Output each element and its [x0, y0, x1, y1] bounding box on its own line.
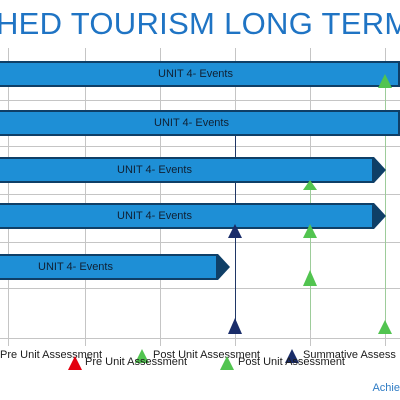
- grid-line: [0, 194, 400, 195]
- unit-bar-label: UNIT 4- Events: [158, 68, 233, 80]
- post-marker-line: [310, 180, 311, 330]
- unit-bar-label: UNIT 4- Events: [117, 164, 192, 176]
- grid-line: [160, 48, 161, 346]
- grid-line: [0, 242, 400, 243]
- legend-back: Pre Unit Assessment Post Unit Assessment…: [0, 349, 400, 365]
- grid-line: [0, 100, 400, 101]
- unit-bar[interactable]: UNIT 4- Events: [0, 157, 374, 183]
- footer-text: Achie: [372, 382, 400, 394]
- grid-line: [85, 48, 86, 346]
- unit-bar[interactable]: UNIT 4- Events: [0, 61, 400, 87]
- unit-bar-label: UNIT 4- Events: [38, 261, 113, 273]
- post-legend-icon: [135, 349, 149, 363]
- unit-bar[interactable]: UNIT 4- Events: [0, 203, 374, 229]
- grid-line: [8, 48, 9, 346]
- summative-assessment-marker: [228, 318, 242, 334]
- legend-label-pre: Pre Unit Assessment: [85, 356, 188, 368]
- post-assessment-marker: [378, 320, 392, 334]
- grid-line: [0, 146, 400, 147]
- legend-front: Pre Unit Assessment Post Unit Assessment: [0, 356, 400, 372]
- legend-label-post: Post Unit Assessment: [238, 356, 345, 368]
- unit-bar-arrow-icon: [374, 203, 386, 229]
- unit-bar[interactable]: UNIT 4- Events: [0, 254, 218, 280]
- post-assessment-marker: [378, 74, 392, 88]
- unit-bar[interactable]: UNIT 4- Events: [0, 110, 400, 136]
- timeline-grid: [0, 48, 400, 346]
- unit-bar-arrow-icon: [374, 157, 386, 183]
- summative-assessment-marker: [228, 224, 242, 238]
- post-assessment-marker: [303, 224, 317, 238]
- unit-bar-label: UNIT 4- Events: [117, 210, 192, 222]
- grid-line: [0, 338, 400, 339]
- post-assessment-marker: [303, 270, 317, 286]
- pre-legend-icon: [68, 356, 82, 370]
- post-assessment-marker: [303, 180, 317, 190]
- unit-bar-arrow-icon: [218, 254, 230, 280]
- post-legend-icon: [220, 356, 234, 370]
- page-title: HED TOURISM LONG TERM O: [0, 6, 400, 41]
- legend-label-summative: Summative Assess: [303, 349, 396, 361]
- grid-line: [0, 288, 400, 289]
- summative-legend-icon: [285, 349, 299, 363]
- unit-bar-label: UNIT 4- Events: [154, 117, 229, 129]
